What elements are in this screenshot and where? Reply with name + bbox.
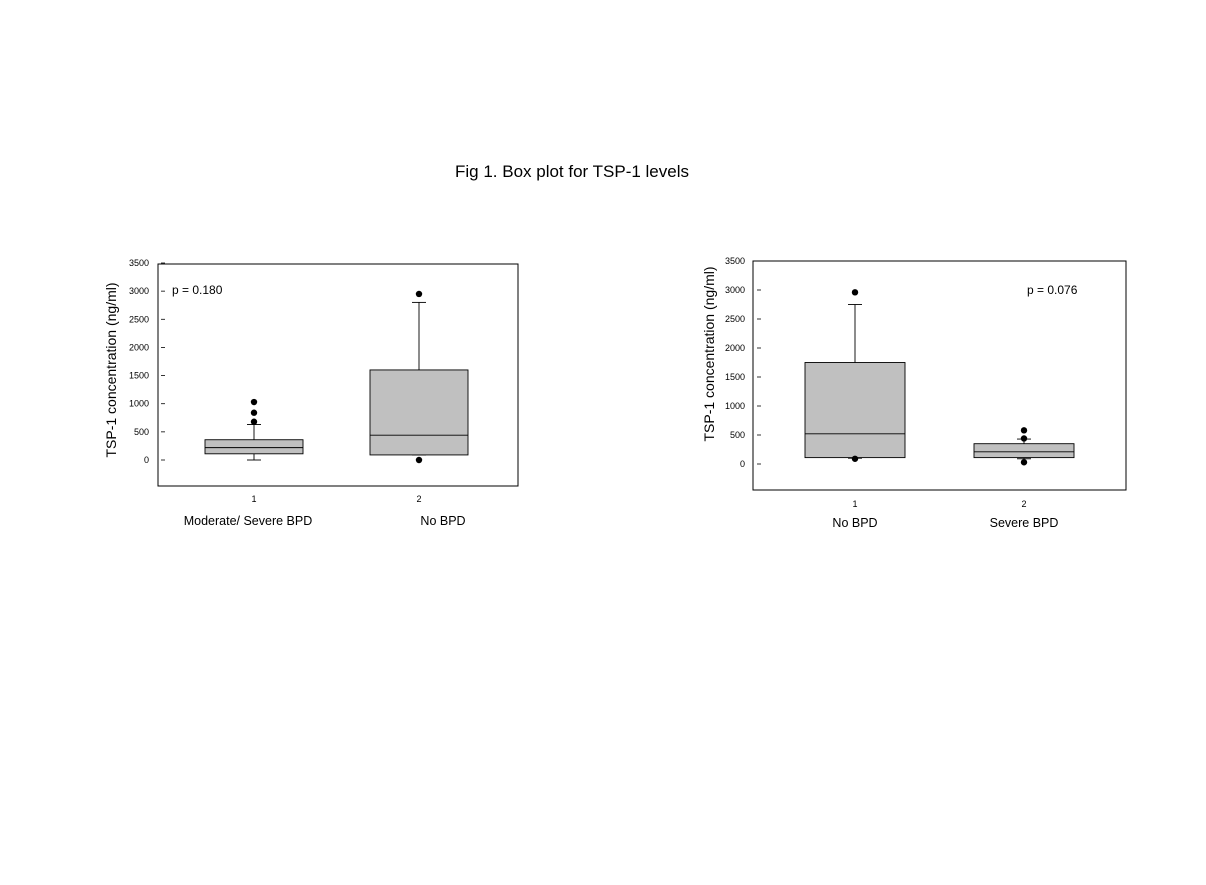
- box-iqr: [804, 362, 906, 459]
- outlier-point: [415, 290, 423, 298]
- y-tick-label: 500: [730, 430, 745, 440]
- y-tick-label: 3000: [725, 285, 745, 295]
- x-tick-label: 1: [251, 494, 256, 504]
- y-tick-label: 2000: [129, 342, 149, 352]
- outlier-point: [415, 456, 423, 464]
- y-axis-label: TSP-1 concentration (ng/ml): [103, 282, 119, 457]
- plot-frame: [752, 260, 1127, 491]
- y-tick-label: 500: [134, 427, 149, 437]
- boxes: [804, 289, 1075, 466]
- y-ticks: 0 500 1000 1500 2000 2500 3000 3500: [725, 256, 761, 469]
- box-plot-right: TSP-1 concentration (ng/ml) 0 500 1000 1500…: [701, 256, 1127, 530]
- y-tick-label: 3500: [129, 258, 149, 268]
- group-label: Moderate/ Severe BPD: [184, 514, 313, 528]
- box-iqr: [204, 439, 304, 455]
- p-value-annotation: p = 0.076: [1027, 283, 1078, 297]
- outlier-point: [250, 418, 258, 425]
- x-tick-label: 1: [852, 499, 857, 509]
- y-ticks: 0 500 1000 1500 2000 2500 3000 3500: [129, 258, 165, 465]
- y-tick-label: 1500: [129, 371, 149, 381]
- y-tick-label: 2000: [725, 343, 745, 353]
- x-tick-label: 2: [416, 494, 421, 504]
- y-tick-label: 3500: [725, 256, 745, 266]
- outlier-point: [250, 398, 258, 406]
- group-label: No BPD: [420, 514, 465, 528]
- outlier-point: [851, 289, 859, 296]
- box-iqr: [369, 369, 469, 456]
- outlier-point: [250, 409, 258, 416]
- y-axis-label: TSP-1 concentration (ng/ml): [701, 266, 717, 441]
- box-plot-left: TSP-1 concentration (ng/ml) 0 500 1000 1500…: [103, 258, 519, 528]
- figure-title: Fig 1. Box plot for TSP-1 levels: [454, 162, 689, 181]
- outlier-point: [1020, 459, 1028, 466]
- y-tick-label: 0: [144, 455, 149, 465]
- y-tick-label: 0: [740, 459, 745, 469]
- x-ticks: 1 Moderate/ Severe BPD 2 No BPD: [184, 494, 466, 528]
- box-iqr: [973, 443, 1075, 459]
- y-tick-label: 1500: [725, 372, 745, 382]
- outlier-point: [1020, 435, 1028, 442]
- outlier-point: [1020, 427, 1028, 434]
- y-tick-label: 1000: [129, 399, 149, 409]
- plot-frame: [157, 263, 519, 487]
- y-tick-label: 3000: [129, 286, 149, 296]
- group-label: Severe BPD: [990, 516, 1059, 530]
- group-label: No BPD: [832, 516, 877, 530]
- p-value-annotation: p = 0.180: [172, 283, 223, 297]
- outlier-point: [851, 455, 859, 462]
- y-tick-label: 1000: [725, 401, 745, 411]
- y-tick-label: 2500: [725, 314, 745, 324]
- y-tick-label: 2500: [129, 314, 149, 324]
- boxes: [204, 290, 469, 464]
- x-tick-label: 2: [1021, 499, 1026, 509]
- x-ticks: 1 No BPD 2 Severe BPD: [832, 499, 1058, 530]
